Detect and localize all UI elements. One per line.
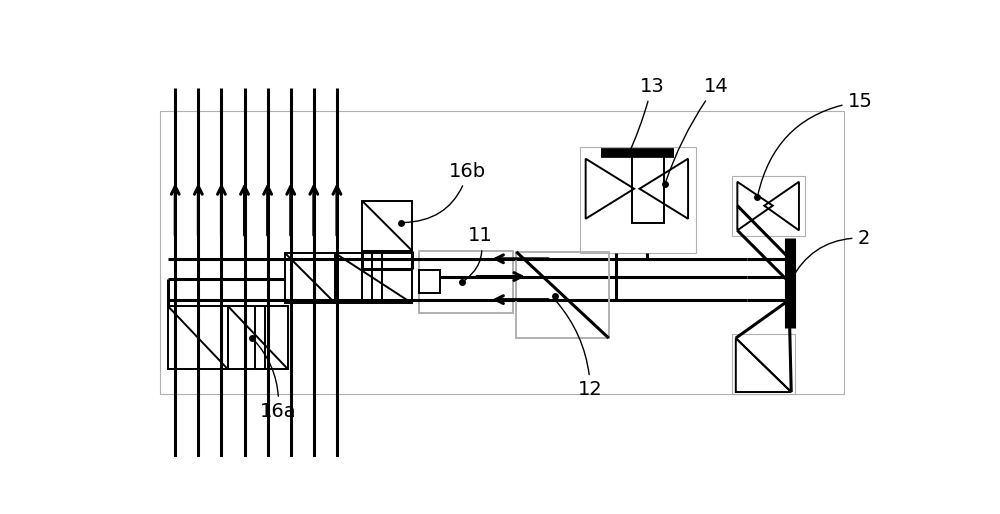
Bar bbox=[285, 253, 335, 303]
Text: 12: 12 bbox=[557, 302, 603, 399]
Bar bbox=[419, 251, 512, 313]
Text: 14: 14 bbox=[666, 77, 728, 181]
Bar bbox=[335, 253, 412, 303]
Bar bbox=[632, 155, 664, 223]
Bar bbox=[516, 252, 609, 338]
Bar bbox=[732, 334, 795, 394]
Text: 16b: 16b bbox=[404, 161, 486, 223]
Bar bbox=[168, 306, 228, 369]
Text: 11: 11 bbox=[465, 226, 493, 280]
Bar bbox=[160, 111, 844, 394]
Text: 16a: 16a bbox=[254, 340, 297, 421]
Bar bbox=[732, 176, 805, 236]
Bar bbox=[419, 270, 440, 293]
Text: 2: 2 bbox=[791, 229, 870, 280]
Bar bbox=[362, 201, 412, 251]
Text: 13: 13 bbox=[628, 77, 664, 156]
Text: 15: 15 bbox=[758, 92, 872, 194]
Bar bbox=[228, 306, 288, 369]
Bar bbox=[580, 147, 696, 253]
